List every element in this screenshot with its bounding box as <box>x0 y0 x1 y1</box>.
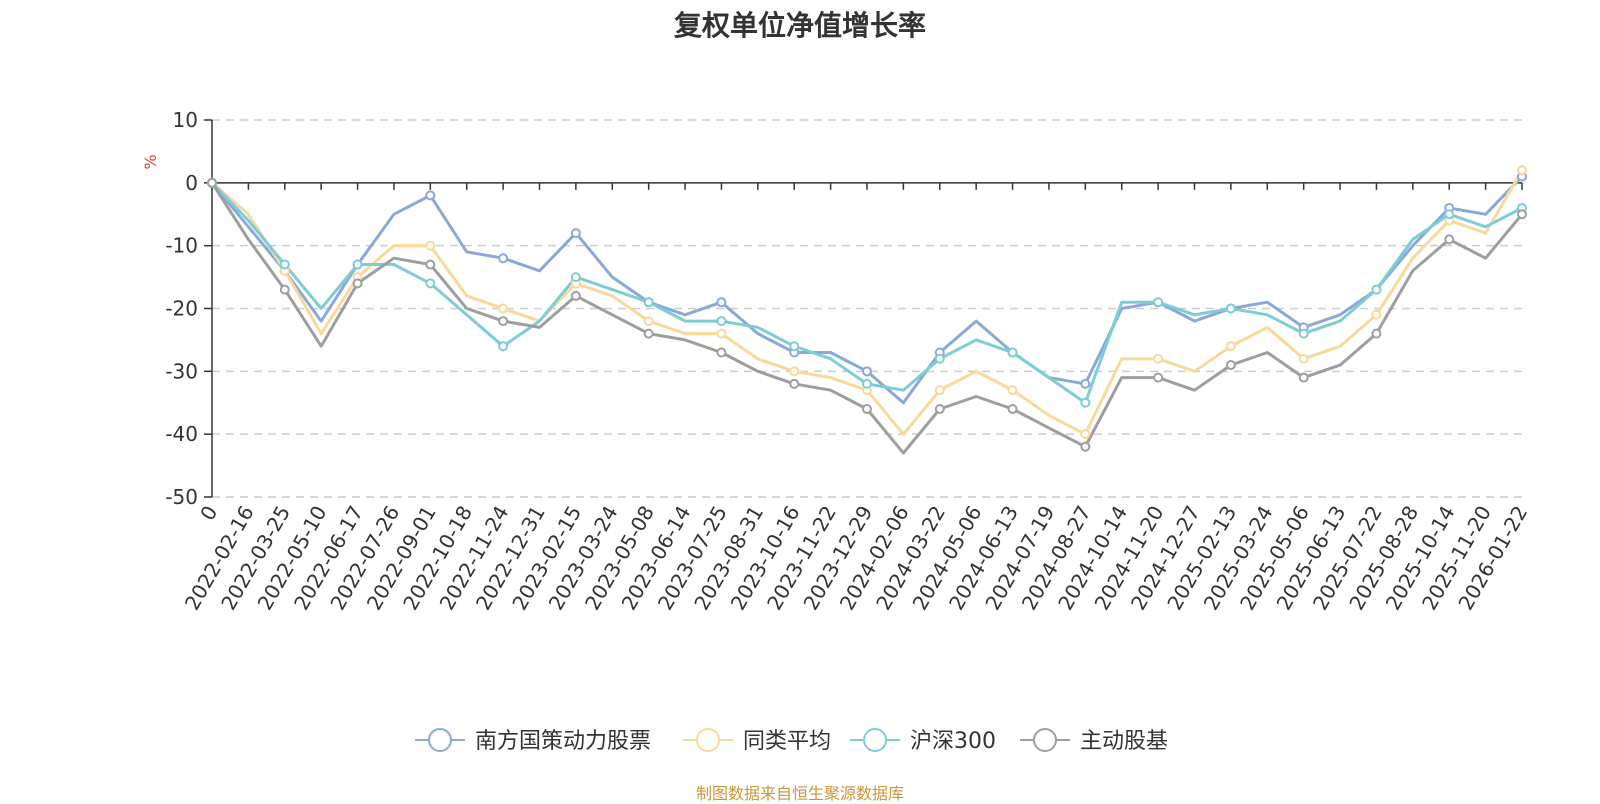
data-point <box>352 259 363 270</box>
data-point <box>643 297 654 308</box>
data-point <box>207 177 217 188</box>
legend: 南方国策动力股票 同类平均 沪深300 主动股基 <box>415 728 1168 754</box>
data-point <box>1080 378 1091 389</box>
data-point <box>934 385 945 396</box>
data-point <box>716 316 727 327</box>
data-point <box>862 404 872 415</box>
data-point <box>716 347 727 358</box>
data-point <box>1371 328 1382 339</box>
data-point <box>1225 303 1236 314</box>
data-point <box>789 378 800 389</box>
data-point <box>279 259 290 270</box>
data-point <box>279 284 290 295</box>
legend-label: 主动股基 <box>1080 729 1168 754</box>
data-point <box>643 316 654 327</box>
grid-lines <box>212 119 1522 498</box>
data-point <box>570 228 581 239</box>
data-point <box>425 190 436 201</box>
data-point <box>1153 297 1164 308</box>
legend-label: 同类平均 <box>743 729 831 754</box>
data-point <box>1225 360 1236 371</box>
data-point <box>1444 234 1455 245</box>
data-point <box>1080 397 1091 408</box>
data-point <box>1080 441 1091 452</box>
data-point <box>425 240 436 251</box>
data-point <box>498 341 509 352</box>
y-tick-label: -40 <box>165 422 198 446</box>
data-point <box>1371 284 1382 295</box>
data-point <box>1371 309 1382 320</box>
legend-circle-icon <box>863 728 887 752</box>
data-point <box>1153 372 1164 383</box>
data-point <box>1444 209 1455 220</box>
data-point <box>934 404 945 415</box>
data-point <box>1007 404 1018 415</box>
y-axis-unit: % <box>141 154 160 169</box>
data-point <box>498 303 509 314</box>
data-point <box>570 290 581 301</box>
data-point <box>716 328 727 339</box>
legend-circle-icon <box>696 728 720 752</box>
data-point <box>862 378 872 389</box>
data-point <box>498 253 509 264</box>
y-tick-label: -50 <box>165 485 198 509</box>
legend-label: 沪深300 <box>910 729 996 754</box>
axis-labels: 100-10-20-30-40-50%02022-02-162022-03-25… <box>141 108 1532 614</box>
source-note: 制图数据来自恒生聚源数据库 <box>695 784 904 803</box>
data-point <box>789 366 800 377</box>
data-point <box>1298 328 1309 339</box>
data-point <box>862 366 872 377</box>
legend-label: 南方国策动力股票 <box>475 729 651 754</box>
legend-circle-icon <box>1033 728 1057 752</box>
data-point <box>643 328 654 339</box>
y-tick-label: 0 <box>185 171 198 195</box>
data-point <box>789 341 800 352</box>
data-point <box>425 278 436 289</box>
data-point <box>1298 372 1309 383</box>
series-markers <box>207 165 1527 452</box>
data-point <box>716 297 727 308</box>
data-point <box>1080 429 1091 440</box>
data-point <box>1517 209 1527 220</box>
data-point <box>1007 347 1018 358</box>
data-point <box>498 316 509 327</box>
y-tick-label: -30 <box>165 359 198 383</box>
y-tick-label: -20 <box>165 297 198 321</box>
data-point <box>352 278 363 289</box>
line-chart: 100-10-20-30-40-50%02022-02-162022-03-25… <box>141 108 1532 754</box>
data-point <box>1298 353 1309 364</box>
x-tick-label: 0 <box>195 502 222 525</box>
y-tick-label: 10 <box>173 108 198 132</box>
data-point <box>1517 165 1527 176</box>
chart-title: 复权单位净值增长率 <box>673 9 926 42</box>
data-point <box>570 272 581 283</box>
data-point <box>1007 385 1018 396</box>
data-point <box>1225 341 1236 352</box>
data-point <box>425 259 436 270</box>
y-tick-label: -10 <box>165 234 198 258</box>
legend-circle-icon <box>428 728 452 752</box>
data-point <box>1153 353 1164 364</box>
data-point <box>934 353 945 364</box>
